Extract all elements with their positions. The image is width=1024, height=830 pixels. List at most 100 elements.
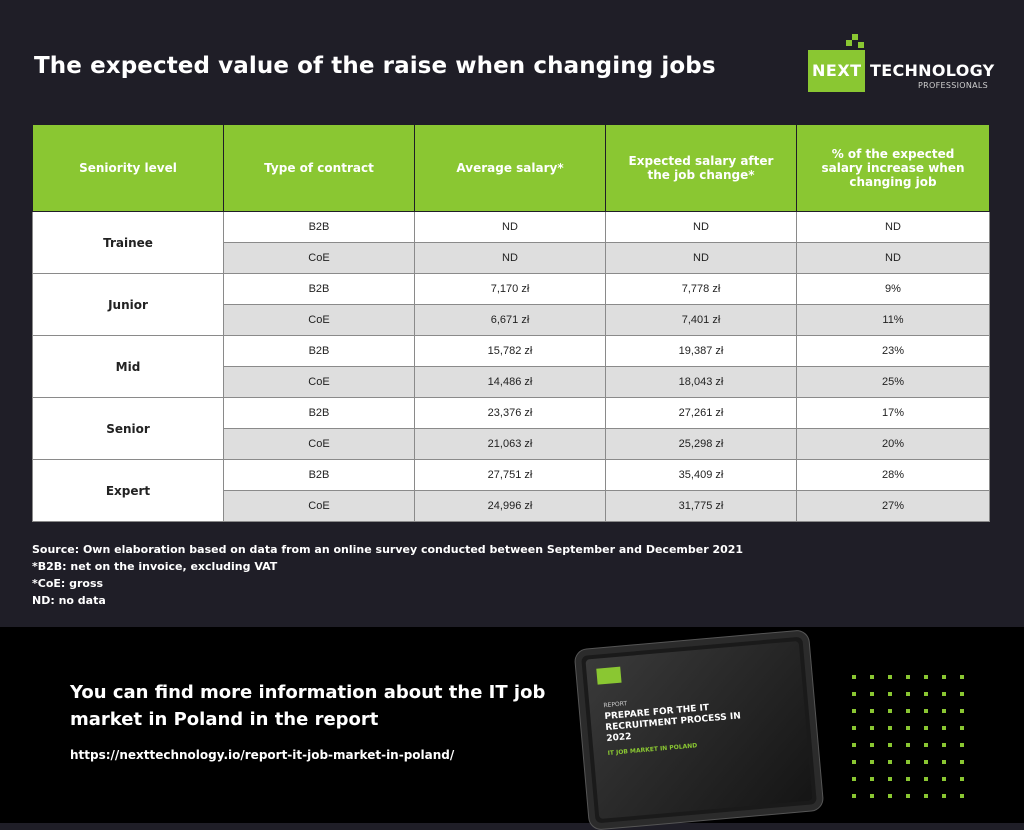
increase-percent-cell: ND (796, 211, 990, 243)
expected-salary-cell: ND (605, 242, 797, 274)
decor-dot (888, 692, 892, 696)
decor-dot (888, 675, 892, 679)
logo-professionals: PROFESSIONALS (918, 81, 989, 90)
decor-dot (960, 760, 964, 764)
increase-percent-cell: 27% (796, 490, 990, 522)
contract-cell: B2B (223, 211, 415, 243)
contract-cell: B2B (223, 459, 415, 491)
increase-percent-cell: 20% (796, 428, 990, 460)
decor-dot (924, 709, 928, 713)
expected-salary-cell: 7,778 zł (605, 273, 797, 305)
decor-dot (942, 794, 946, 798)
b2b-note: *B2B: net on the invoice, excluding VAT (32, 560, 278, 573)
decor-dot (888, 709, 892, 713)
decor-dot (870, 726, 874, 730)
contract-cell: CoE (223, 428, 415, 460)
seniority-level-cell: Mid (32, 335, 224, 398)
increase-percent-cell: 17% (796, 397, 990, 429)
decor-dot (960, 743, 964, 747)
logo-next: NEXT (812, 61, 862, 80)
decor-dot (906, 743, 910, 747)
decor-dot (960, 709, 964, 713)
page-title: The expected value of the raise when cha… (34, 53, 716, 79)
coe-note: *CoE: gross (32, 577, 104, 590)
increase-percent-cell: 11% (796, 304, 990, 336)
report-link[interactable]: https://nexttechnology.io/report-it-job-… (70, 748, 455, 762)
header-contract: Type of contract (223, 124, 415, 212)
header-average-salary: Average salary* (414, 124, 606, 212)
expected-salary-cell: 18,043 zł (605, 366, 797, 398)
decor-dot (906, 760, 910, 764)
expected-salary-cell: 35,409 zł (605, 459, 797, 491)
decor-dot (924, 743, 928, 747)
header-seniority: Seniority level (32, 124, 224, 212)
decor-dot (924, 675, 928, 679)
source-note: Source: Own elaboration based on data fr… (32, 543, 744, 556)
decor-dot (960, 794, 964, 798)
expected-salary-cell: 7,401 zł (605, 304, 797, 336)
decor-dot (942, 777, 946, 781)
decor-dot (942, 675, 946, 679)
seniority-level-cell: Trainee (32, 211, 224, 274)
decor-dot (888, 760, 892, 764)
average-salary-cell: 21,063 zł (414, 428, 606, 460)
decor-dot (924, 794, 928, 798)
contract-cell: CoE (223, 304, 415, 336)
table-row: CoE 14,486 zł 18,043 zł 25% (33, 366, 990, 398)
seniority-level-cell: Junior (32, 273, 224, 336)
decor-dot (906, 794, 910, 798)
average-salary-cell: 27,751 zł (414, 459, 606, 491)
seniority-level-cell: Senior (32, 397, 224, 460)
logo-pixel (852, 34, 858, 40)
average-salary-cell: ND (414, 211, 606, 243)
decor-dot (906, 726, 910, 730)
contract-cell: CoE (223, 490, 415, 522)
decor-dot (906, 675, 910, 679)
decor-dot (960, 692, 964, 696)
average-salary-cell: 23,376 zł (414, 397, 606, 429)
logo-pixel (846, 40, 852, 46)
decor-dot (852, 709, 856, 713)
decor-dot (942, 692, 946, 696)
header-increase-percent: % of the expected salary increase when c… (796, 124, 990, 212)
decor-dot (852, 692, 856, 696)
average-salary-cell: 14,486 zł (414, 366, 606, 398)
decor-dot (870, 743, 874, 747)
promo-headline: You can find more information about the … (70, 682, 546, 730)
decor-dot (852, 675, 856, 679)
decor-dot (888, 743, 892, 747)
average-salary-cell: ND (414, 242, 606, 274)
brand-logo: NEXT TECHNOLOGY PROFESSIONALS (808, 34, 998, 98)
average-salary-cell: 6,671 zł (414, 304, 606, 336)
logo-box (808, 50, 865, 92)
decor-dot (960, 777, 964, 781)
decor-dot (870, 794, 874, 798)
infographic-panel: The expected value of the raise when cha… (32, 34, 998, 609)
nd-note: ND: no data (32, 594, 106, 607)
logo-pixel (858, 42, 864, 48)
table-row: CoE 24,996 zł 31,775 zł 27% (33, 490, 990, 522)
decor-dot (942, 726, 946, 730)
decor-dot (852, 777, 856, 781)
decor-dot (960, 675, 964, 679)
footnotes: Source: Own elaboration based on data fr… (32, 541, 743, 609)
expected-salary-cell: 19,387 zł (605, 335, 797, 367)
tablet-screen: REPORT PREPARE FOR THE IT RECRUITMENT PR… (585, 640, 813, 820)
table-row: Junior B2B 7,170 zł 7,778 zł 9% (32, 273, 990, 336)
decor-dot (906, 777, 910, 781)
decor-dot (870, 692, 874, 696)
increase-percent-cell: 9% (796, 273, 990, 305)
report-tablet-image: REPORT PREPARE FOR THE IT RECRUITMENT PR… (574, 630, 824, 830)
expected-salary-cell: 25,298 zł (605, 428, 797, 460)
decor-dot (852, 760, 856, 764)
decor-dot (852, 726, 856, 730)
contract-cell: CoE (223, 366, 415, 398)
decor-dot (924, 777, 928, 781)
decor-dot (870, 709, 874, 713)
decor-dot (906, 709, 910, 713)
header-expected-salary: Expected salary after the job change* (605, 124, 797, 212)
decor-dot (888, 794, 892, 798)
logo-technology: TECHNOLOGY (870, 61, 995, 80)
average-salary-cell: 7,170 zł (414, 273, 606, 305)
expected-salary-cell: 27,261 zł (605, 397, 797, 429)
